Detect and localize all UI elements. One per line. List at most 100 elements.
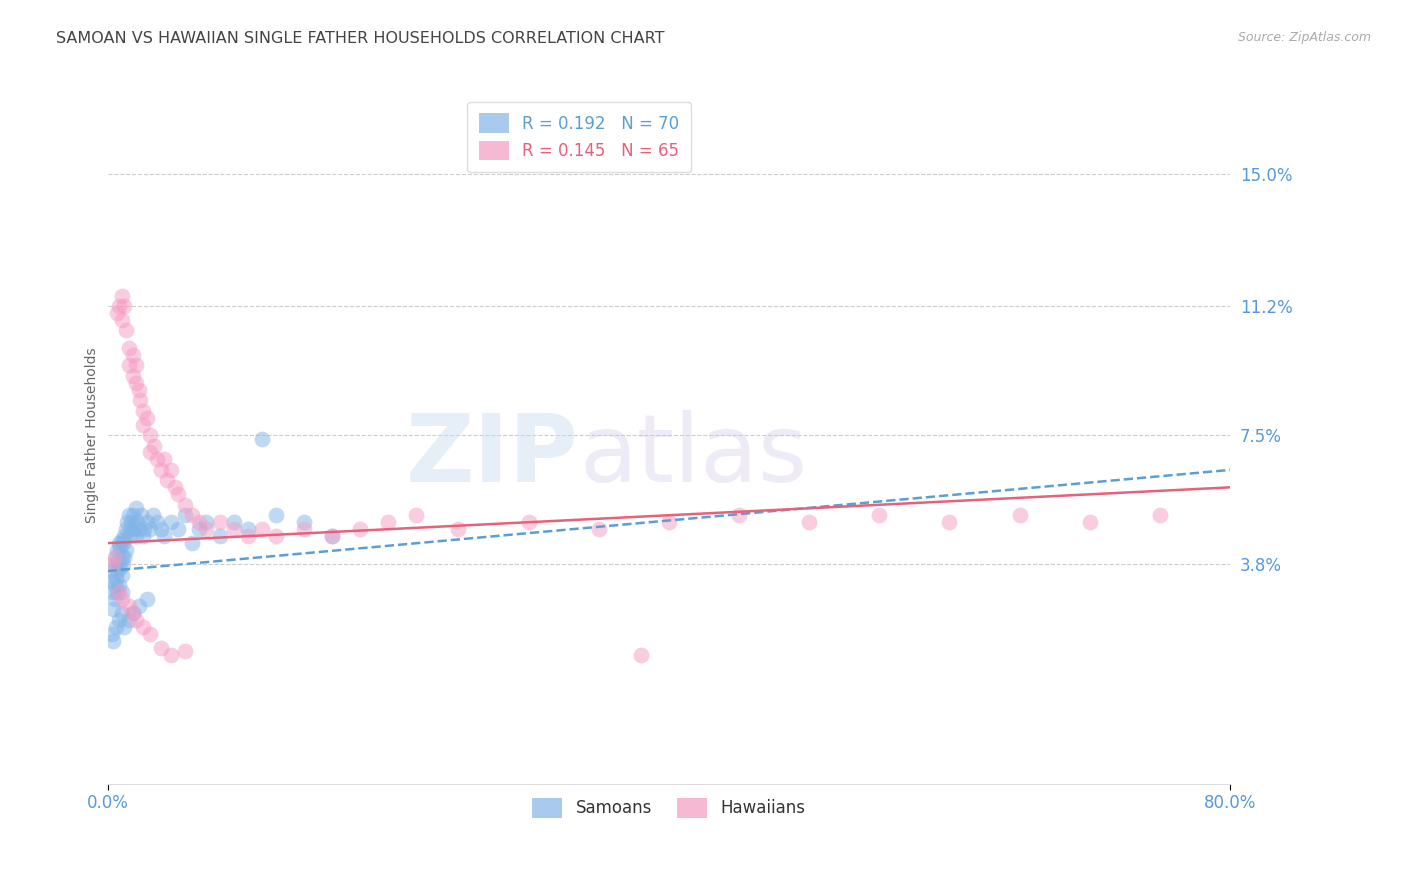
Point (152, 529, 174, 543)
Point (145, 452, 167, 467)
Point (132, 620, 155, 634)
Point (112, 536, 135, 550)
Point (110, 540, 132, 554)
Point (142, 438, 165, 452)
Point (127, 515, 149, 529)
Point (107, 543, 129, 558)
Point (187, 522, 209, 536)
Point (105, 550, 128, 565)
Point (101, 627, 124, 641)
Point (128, 522, 150, 536)
Point (321, 529, 343, 543)
Point (132, 529, 155, 543)
Point (517, 515, 540, 529)
Point (132, 403, 155, 417)
Point (194, 522, 217, 536)
Point (180, 536, 202, 550)
Point (447, 522, 470, 536)
Point (122, 508, 145, 523)
Point (118, 599, 141, 613)
Point (117, 515, 139, 529)
Point (104, 578, 127, 592)
Point (799, 515, 821, 529)
Point (111, 288, 134, 302)
Point (115, 543, 138, 558)
Point (118, 613, 141, 627)
Point (118, 529, 141, 543)
Point (128, 599, 150, 613)
Point (135, 410, 157, 425)
Point (292, 522, 315, 536)
Point (222, 515, 245, 529)
Point (236, 522, 259, 536)
Point (108, 585, 131, 599)
Point (122, 606, 145, 620)
Point (180, 508, 202, 523)
Point (118, 341, 141, 355)
Point (138, 522, 160, 536)
Point (236, 529, 259, 543)
Point (141, 508, 163, 523)
Point (114, 299, 136, 313)
Point (111, 606, 134, 620)
Point (166, 487, 188, 501)
Point (111, 585, 134, 599)
Point (107, 564, 129, 578)
Point (138, 627, 160, 641)
Point (405, 508, 427, 523)
Point (108, 613, 131, 627)
Point (114, 620, 136, 634)
Point (104, 550, 127, 565)
Point (128, 383, 150, 397)
Point (321, 529, 343, 543)
Point (132, 522, 155, 536)
Legend: Samoans, Hawaiians: Samoans, Hawaiians (526, 791, 813, 824)
Point (166, 522, 188, 536)
Point (105, 571, 128, 585)
Point (149, 463, 172, 477)
Point (630, 648, 652, 662)
Point (122, 348, 145, 362)
Point (122, 606, 145, 620)
Point (114, 529, 136, 543)
Text: SAMOAN VS HAWAIIAN SINGLE FATHER HOUSEHOLDS CORRELATION CHART: SAMOAN VS HAWAIIAN SINGLE FATHER HOUSEHO… (56, 31, 665, 46)
Point (159, 463, 181, 477)
Point (194, 515, 217, 529)
Point (149, 522, 172, 536)
Point (101, 557, 124, 571)
Point (588, 522, 610, 536)
Point (125, 359, 148, 373)
Point (131, 508, 153, 523)
Point (132, 417, 155, 432)
Point (1008, 508, 1031, 523)
Point (173, 508, 195, 523)
Point (108, 536, 131, 550)
Point (114, 550, 136, 565)
Point (111, 567, 134, 582)
Point (105, 620, 128, 634)
Point (103, 585, 125, 599)
Point (120, 522, 142, 536)
Point (208, 515, 231, 529)
Point (152, 452, 174, 467)
Point (208, 529, 231, 543)
Point (122, 368, 145, 383)
Point (138, 428, 160, 442)
Point (111, 313, 134, 327)
Point (163, 480, 186, 494)
Point (115, 522, 138, 536)
Point (159, 515, 181, 529)
Point (118, 359, 141, 373)
Point (187, 515, 209, 529)
Point (145, 515, 167, 529)
Text: Source: ZipAtlas.com: Source: ZipAtlas.com (1237, 31, 1371, 45)
Point (264, 508, 287, 523)
Point (104, 557, 127, 571)
Point (101, 574, 124, 589)
Point (149, 640, 172, 655)
Point (135, 591, 157, 606)
Point (173, 644, 195, 658)
Point (135, 515, 157, 529)
Point (728, 508, 751, 523)
Point (125, 613, 148, 627)
